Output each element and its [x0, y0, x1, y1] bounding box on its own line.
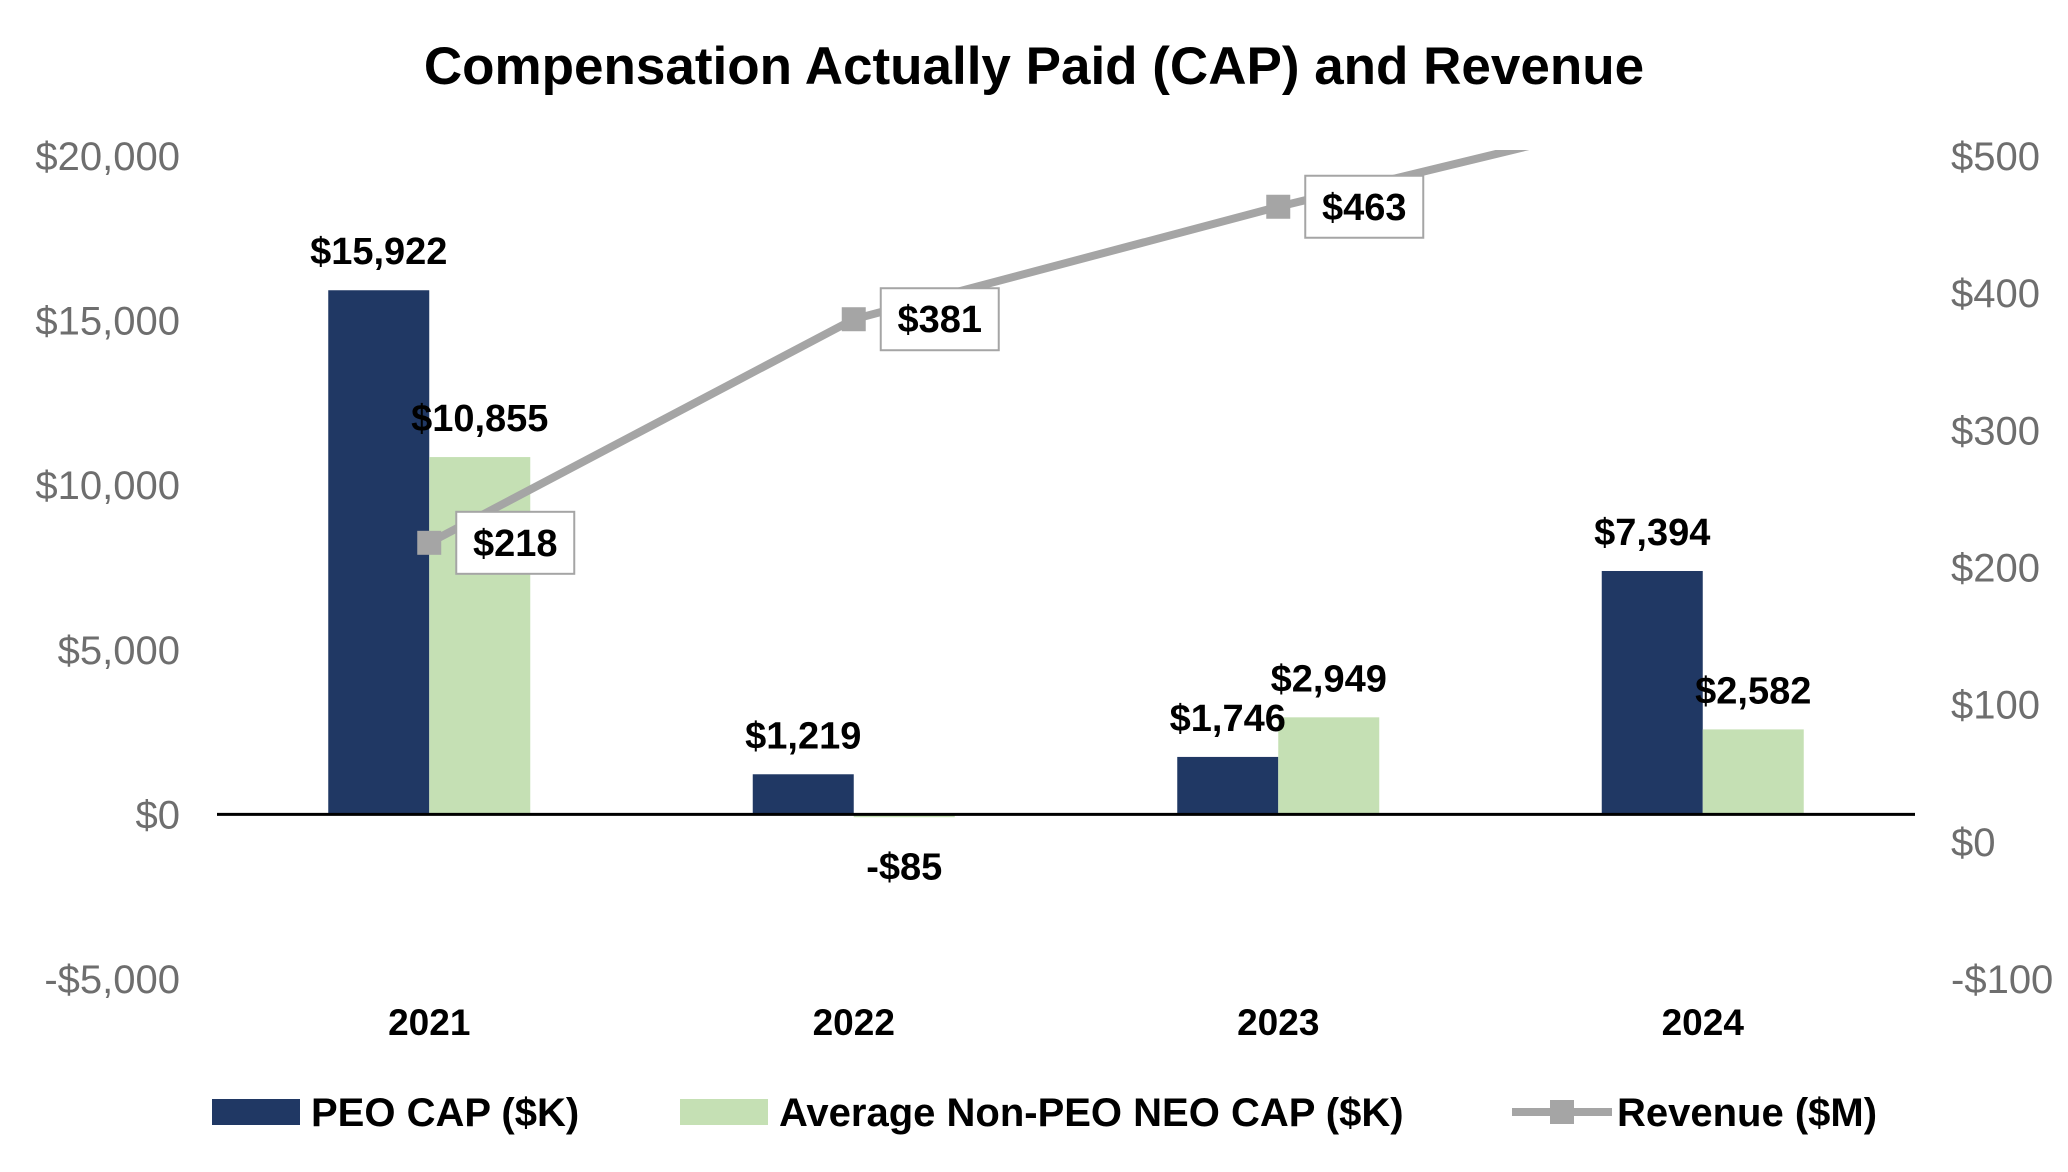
revenue-value-label: $218: [473, 523, 558, 565]
right-tick-label: $300: [1951, 409, 2040, 453]
legend-swatch-neo: [680, 1099, 768, 1125]
right-tick-label: $400: [1951, 272, 2040, 316]
bar-neo-2023: [1278, 717, 1380, 815]
category-label-2022: 2022: [813, 1002, 895, 1043]
left-tick-label: $20,000: [35, 135, 180, 179]
category-label-2021: 2021: [388, 1002, 470, 1043]
right-tick-label: $500: [1951, 135, 2040, 179]
left-tick-label: $15,000: [35, 300, 180, 344]
revenue-line: [427, 150, 1530, 547]
bar-value-label: $15,922: [310, 231, 447, 273]
bar-value-label: $1,746: [1170, 698, 1286, 740]
category-label-2023: 2023: [1237, 1002, 1319, 1043]
legend-swatch-peo: [212, 1099, 300, 1125]
bar-peo-2022: [752, 774, 854, 815]
revenue-label-box: [455, 510, 576, 575]
bar-peo-2024: [1601, 570, 1703, 815]
legend-label-revenue: Revenue ($M): [1617, 1091, 1877, 1135]
right-tick-label: $0: [1951, 821, 1996, 865]
revenue-marker-2021: [417, 530, 442, 555]
bar-value-label: $1,219: [745, 715, 861, 757]
right-tick-label: $100: [1951, 684, 2040, 728]
bar-value-label: -$85: [866, 846, 942, 888]
revenue-value-label: $381: [897, 299, 982, 341]
revenue-label-box: [879, 287, 1000, 352]
x-axis-categories: 2021 2022 2023 2024: [388, 1002, 1744, 1043]
right-tick-label: -$100: [1951, 958, 2053, 1002]
bar-neo-2021: [429, 457, 531, 815]
left-tick-label: $5,000: [58, 629, 180, 673]
bar-series: [328, 290, 1804, 818]
left-tick-label: -$5,000: [44, 958, 180, 1002]
bar-neo-2024: [1702, 729, 1804, 815]
bar-value-label: $2,582: [1695, 670, 1811, 712]
legend-label-neo: Average Non-PEO NEO CAP ($K): [779, 1091, 1404, 1135]
legend: PEO CAP ($K) Average Non-PEO NEO CAP ($K)…: [212, 1091, 1877, 1135]
legend-marker-revenue: [1550, 1100, 1574, 1124]
revenue-marker-2022: [841, 307, 866, 332]
revenue-line-series: [417, 150, 1530, 555]
left-axis: $20,000 $15,000 $10,000 $5,000 $0 -$5,000: [35, 135, 180, 1002]
chart-title: Compensation Actually Paid (CAP) and Rev…: [424, 37, 1644, 96]
data-labels: $15,922 $1,219 $1,746 $7,394 $10,855 -$85 $2,9…: [310, 174, 1811, 888]
left-tick-label: $0: [136, 793, 181, 837]
category-label-2024: 2024: [1662, 1002, 1745, 1043]
bar-value-label: $2,949: [1271, 658, 1387, 700]
bar-peo-2021: [328, 290, 430, 815]
right-axis: $500 $400 $300 $200 $100 $0 -$100: [1951, 135, 2053, 1002]
left-tick-label: $10,000: [35, 464, 180, 508]
revenue-label-box: [1304, 174, 1425, 239]
revenue-value-label: $463: [1322, 187, 1407, 229]
bar-value-label: $7,394: [1594, 512, 1710, 554]
bar-value-label: $10,855: [411, 398, 548, 440]
legend-label-peo: PEO CAP ($K): [311, 1091, 579, 1135]
right-tick-label: $200: [1951, 547, 2040, 591]
bar-peo-2023: [1177, 756, 1279, 815]
revenue-marker-2023: [1266, 194, 1291, 219]
